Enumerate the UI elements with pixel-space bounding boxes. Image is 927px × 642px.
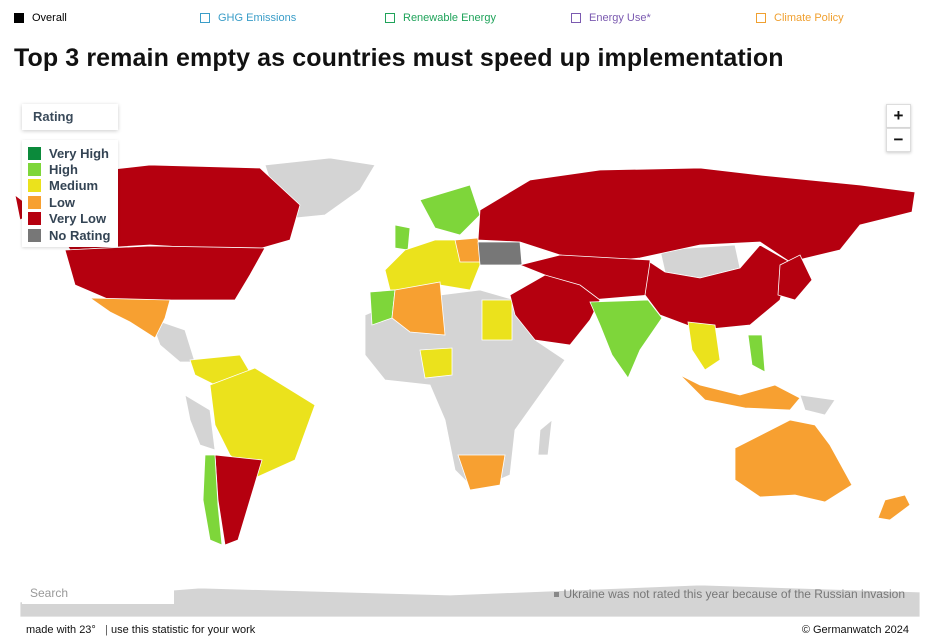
legend-swatch <box>28 163 41 177</box>
tab-checkbox[interactable] <box>14 13 24 23</box>
legend-item[interactable]: No Rating <box>28 227 118 243</box>
antarctica <box>19 584 921 618</box>
egypt <box>481 299 513 341</box>
legend-swatch <box>28 195 41 209</box>
legend-swatch <box>28 212 41 226</box>
brazil <box>209 367 316 479</box>
algeria <box>391 281 446 336</box>
australia <box>734 419 853 503</box>
legend-item[interactable]: High <box>28 161 118 177</box>
note: Ukraine was not rated this year because … <box>554 587 905 601</box>
legend-label: Very High <box>49 145 109 161</box>
tab[interactable]: Energy Use* <box>571 12 651 24</box>
southeast-asia <box>687 321 721 371</box>
tab[interactable]: Renewable Energy <box>385 12 496 24</box>
legend-swatch <box>28 146 41 160</box>
legend-item[interactable]: Very High <box>28 145 118 161</box>
legend-title: Rating <box>22 104 118 130</box>
indonesia <box>679 374 801 411</box>
mexico <box>88 297 171 339</box>
footer-use-link[interactable]: use this statistic for your work <box>111 624 256 636</box>
tab[interactable]: GHG Emissions <box>200 12 296 24</box>
search-input[interactable] <box>22 582 174 604</box>
tab-label[interactable]: GHG Emissions <box>218 12 297 24</box>
legend-item[interactable]: Medium <box>28 178 118 194</box>
nigeria <box>419 347 453 379</box>
footer-credit: © Germanwatch 2024 <box>801 624 909 636</box>
scandinavia <box>419 184 481 236</box>
tab-label[interactable]: Climate Policy <box>774 12 844 24</box>
zoom-out-button[interactable]: − <box>886 128 911 152</box>
new-zealand <box>877 494 911 521</box>
title: Top 3 remain empty as countries must spe… <box>14 44 784 72</box>
note-marker <box>554 591 560 597</box>
legend-swatch <box>28 179 41 193</box>
japan <box>777 254 813 301</box>
new-guinea <box>799 394 836 416</box>
legend-label: High <box>49 162 78 178</box>
tab[interactable]: Climate Policy <box>756 12 844 24</box>
legend-item[interactable]: Low <box>28 194 118 210</box>
central-america <box>149 317 196 363</box>
tab-bar: Overall GHG Emissions Renewable Energy E… <box>14 12 914 28</box>
footer-separator: | <box>105 624 108 636</box>
chile <box>202 454 223 546</box>
united-kingdom <box>394 224 411 251</box>
tab[interactable]: Overall <box>14 12 67 24</box>
africa <box>364 289 566 491</box>
middle-east <box>509 274 601 346</box>
footer: made with 23° | use this statistic for y… <box>0 618 927 642</box>
legend: Very High High Medium Low Very Low No Rating <box>22 140 118 248</box>
philippines <box>747 334 766 373</box>
india <box>589 299 663 379</box>
tab-checkbox[interactable] <box>200 13 210 23</box>
madagascar <box>537 419 553 456</box>
tab-label[interactable]: Renewable Energy <box>403 12 496 24</box>
legend-label: Low <box>49 194 75 210</box>
tab-checkbox[interactable] <box>756 13 766 23</box>
legend-label: Medium <box>49 178 99 194</box>
zoom-in-button[interactable]: + <box>886 104 911 128</box>
footer-made-with[interactable]: made with 23° <box>26 624 96 636</box>
tab-label[interactable]: Energy Use* <box>589 12 651 24</box>
ukraine <box>477 241 523 266</box>
tab-checkbox[interactable] <box>571 13 581 23</box>
tab-checkbox[interactable] <box>385 13 395 23</box>
legend-item[interactable]: Very Low <box>28 211 118 227</box>
tab-label[interactable]: Overall <box>32 12 67 24</box>
united-states <box>64 245 266 301</box>
andes <box>184 394 216 451</box>
legend-label: No Rating <box>49 227 111 243</box>
legend-swatch <box>28 228 41 242</box>
south-africa <box>457 454 506 491</box>
note-text: Ukraine was not rated this year because … <box>563 587 905 601</box>
legend-label: Very Low <box>49 211 107 227</box>
